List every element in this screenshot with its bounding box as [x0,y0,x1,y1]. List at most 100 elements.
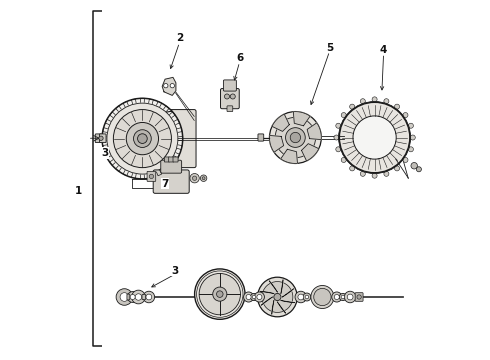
Text: 1: 1 [75,186,82,196]
Circle shape [126,122,159,155]
Circle shape [334,294,339,300]
Circle shape [164,84,168,88]
Text: 7: 7 [161,179,169,189]
FancyBboxPatch shape [223,80,236,91]
Circle shape [113,109,172,168]
Circle shape [334,135,339,140]
Circle shape [146,294,152,300]
Circle shape [262,282,293,312]
Circle shape [353,116,396,159]
Circle shape [314,288,331,306]
Circle shape [202,177,205,180]
Circle shape [193,176,197,180]
Polygon shape [281,280,283,293]
Circle shape [411,162,417,169]
FancyBboxPatch shape [173,157,178,162]
Circle shape [416,167,421,172]
Circle shape [274,293,281,301]
Circle shape [311,285,334,309]
Polygon shape [307,123,321,140]
Circle shape [275,117,316,158]
Circle shape [224,94,229,99]
FancyBboxPatch shape [147,171,156,181]
Circle shape [384,99,389,104]
FancyBboxPatch shape [355,293,363,301]
Circle shape [254,292,265,302]
Circle shape [270,112,321,163]
Text: 2: 2 [176,33,183,43]
FancyBboxPatch shape [227,106,233,112]
Circle shape [403,157,408,162]
Circle shape [372,173,377,178]
Polygon shape [260,291,274,293]
Text: 3: 3 [102,148,109,158]
Circle shape [190,174,199,183]
Circle shape [408,147,414,152]
Text: 5: 5 [326,42,333,53]
Circle shape [336,147,341,152]
FancyBboxPatch shape [127,294,130,300]
Circle shape [250,293,258,301]
Polygon shape [261,297,272,305]
Polygon shape [277,302,286,313]
Circle shape [344,291,356,303]
FancyBboxPatch shape [169,109,196,168]
Circle shape [199,274,241,315]
Text: 3: 3 [171,266,178,276]
Circle shape [384,171,389,176]
Polygon shape [272,114,289,131]
Text: 4: 4 [380,45,387,55]
Circle shape [341,295,345,299]
Circle shape [217,291,223,297]
Circle shape [298,294,304,300]
Circle shape [135,294,142,300]
FancyBboxPatch shape [161,160,182,173]
Circle shape [394,166,399,171]
Circle shape [149,174,153,179]
Circle shape [127,292,138,302]
Circle shape [336,123,341,128]
Polygon shape [269,281,277,292]
Circle shape [99,136,103,140]
Circle shape [244,292,254,302]
Circle shape [134,130,151,148]
Circle shape [107,103,178,174]
Circle shape [230,94,235,99]
Circle shape [295,291,307,303]
Circle shape [200,175,207,181]
Circle shape [246,294,251,300]
Circle shape [120,293,129,301]
Circle shape [252,295,256,299]
Circle shape [360,99,366,104]
Circle shape [350,104,355,109]
FancyBboxPatch shape [258,134,264,141]
FancyBboxPatch shape [169,157,174,162]
Text: 6: 6 [236,53,243,63]
Circle shape [347,294,353,300]
Circle shape [102,98,183,179]
Circle shape [372,97,377,102]
FancyBboxPatch shape [142,294,146,300]
Circle shape [213,287,227,301]
Circle shape [360,171,366,176]
Circle shape [403,113,408,118]
Polygon shape [281,149,297,163]
FancyBboxPatch shape [95,134,102,143]
FancyBboxPatch shape [220,89,239,109]
Polygon shape [272,301,274,314]
Circle shape [408,123,414,128]
Circle shape [132,290,145,304]
Polygon shape [270,135,284,152]
Polygon shape [282,289,294,297]
Circle shape [170,84,174,88]
Polygon shape [301,144,319,161]
Circle shape [394,104,399,109]
Circle shape [257,294,262,300]
Circle shape [286,128,305,147]
Circle shape [410,135,416,140]
Circle shape [317,291,328,303]
Circle shape [143,291,155,303]
FancyBboxPatch shape [153,170,189,193]
Circle shape [341,157,346,162]
Circle shape [303,293,311,301]
